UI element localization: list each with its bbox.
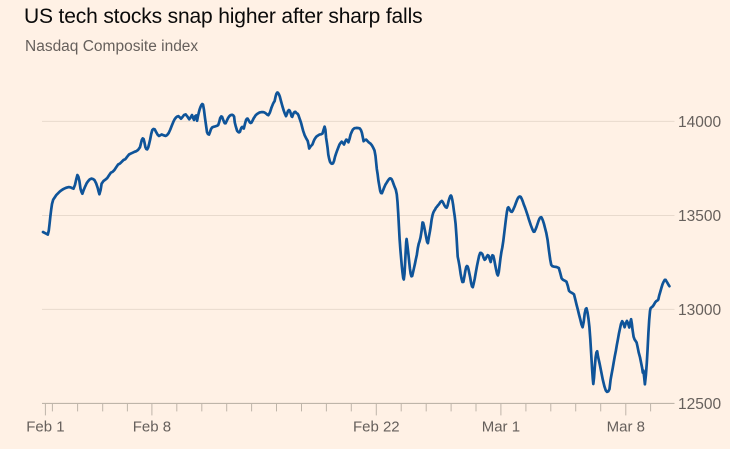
svg-text:Mar 8: Mar 8 (607, 419, 645, 436)
svg-text:13000: 13000 (678, 302, 721, 319)
svg-text:Feb 8: Feb 8 (133, 419, 171, 436)
svg-text:Feb 1: Feb 1 (26, 419, 64, 436)
svg-text:14000: 14000 (678, 114, 721, 131)
svg-text:Mar 1: Mar 1 (482, 419, 520, 436)
svg-text:12500: 12500 (678, 396, 721, 413)
svg-text:Feb 22: Feb 22 (353, 419, 400, 436)
svg-text:13500: 13500 (678, 208, 721, 225)
